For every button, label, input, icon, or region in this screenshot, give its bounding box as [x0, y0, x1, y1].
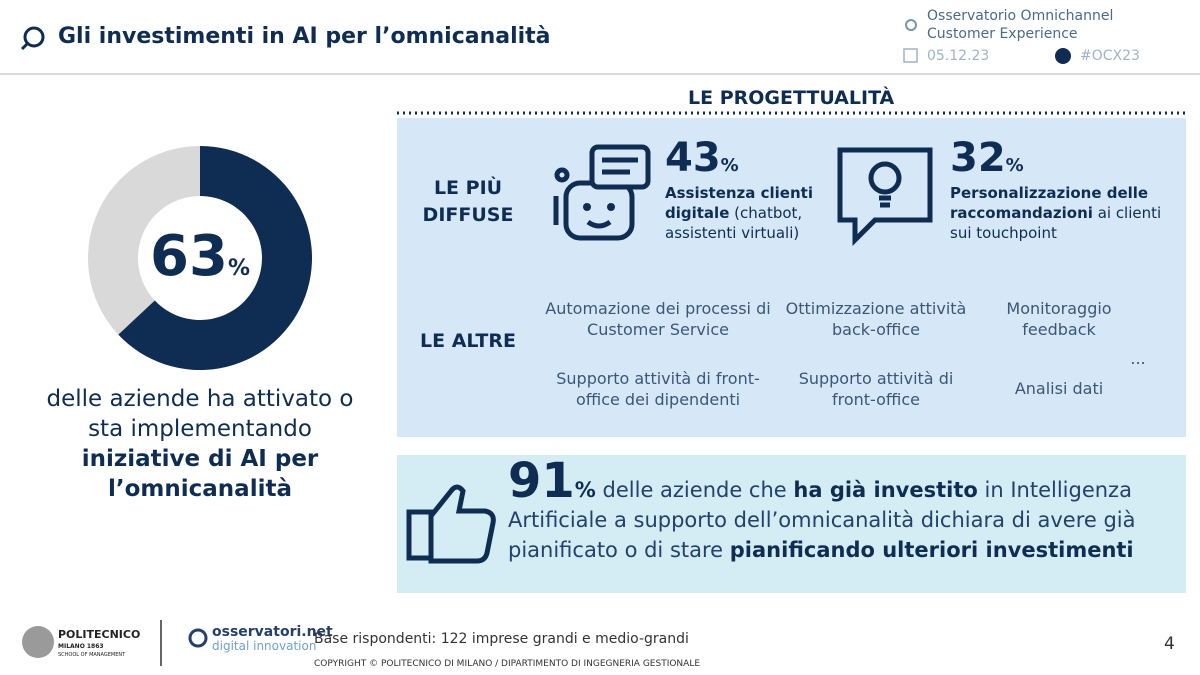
other-item: Monitoraggio feedback — [1006, 299, 1112, 339]
source: Osservatorio Omnichannel — [927, 8, 1114, 24]
section-title: LE PROGETTUALITÀ — [680, 87, 903, 109]
stat-text: Assistenza clienti digitale (chatbot, as… — [665, 183, 835, 243]
stat: 32% — [950, 135, 1024, 181]
other-item: ... — [1130, 349, 1146, 368]
copyright: COPYRIGHT © POLITECNICO DI MILANO / DIPA… — [314, 659, 701, 669]
donut-value: 63 — [150, 224, 228, 289]
stat-bold: Assistenza clienti digitale — [665, 184, 813, 222]
other-item: Supporto attività di front-office — [798, 369, 954, 409]
logo-text: osservatori.net — [212, 624, 333, 640]
highlight-value: 91 — [508, 453, 575, 509]
caption-text: delle aziende ha attivato o sta implemen… — [46, 386, 354, 442]
stat-value: 32 — [950, 135, 1006, 181]
highlight-text: in Intelligenza Artificiale a supporto d… — [508, 478, 1136, 562]
stat-desc: ai clienti sui touchpoint — [950, 204, 1162, 242]
source: Customer Experience — [927, 26, 1078, 42]
highlight-text: delle aziende che — [602, 478, 787, 502]
logo-text: SCHOOL OF MANAGEMENT — [58, 652, 126, 658]
stat-unit: % — [720, 155, 739, 176]
logo-text: MILANO 1863 — [58, 643, 104, 650]
hashtag: #OCX23 — [1080, 48, 1140, 64]
donut-label: 63% — [100, 224, 300, 289]
donut-caption: delle aziende ha attivato o sta implemen… — [30, 384, 370, 504]
top-label: LE PIÙ DIFFUSE — [422, 177, 514, 226]
logo-text: digital innovation — [212, 639, 317, 653]
others-label: LE ALTRE — [420, 330, 516, 352]
stat-text: Personalizzazione delle raccomandazioni … — [950, 183, 1175, 243]
other-item: Analisi dati — [1014, 379, 1104, 398]
highlight: 91% delle aziende che ha già investito i… — [508, 457, 1158, 565]
highlight-unit: % — [574, 478, 596, 502]
stat-unit: % — [1005, 155, 1024, 176]
page-number: 4 — [1164, 634, 1175, 654]
other-item: Supporto attività di front-office dei di… — [556, 369, 760, 409]
stat-desc: (chatbot, assistenti virtuali) — [665, 204, 803, 242]
other-item: Automazione dei processi di Customer Ser… — [545, 299, 771, 339]
donut-arc — [118, 146, 312, 370]
highlight-bold: pianificando ulteriori investimenti — [729, 538, 1134, 562]
date: 05.12.23 — [927, 48, 990, 64]
stat-bold: Personalizzazione delle raccomandazioni — [950, 184, 1149, 222]
title: Gli investimenti in AI per l’omnicanalit… — [58, 24, 551, 49]
stat-value: 43 — [665, 135, 721, 181]
other-item: Ottimizzazione attività back-office — [785, 299, 967, 339]
caption-bold: iniziative di AI per l’omnicanalità — [81, 446, 319, 502]
logo-text: POLITECNICO — [58, 628, 141, 641]
donut-unit: % — [227, 256, 250, 281]
highlight-bold: ha già investito — [793, 478, 978, 502]
stat: 43% — [665, 135, 739, 181]
base-note: Base rispondenti: 122 imprese grandi e m… — [314, 631, 689, 647]
